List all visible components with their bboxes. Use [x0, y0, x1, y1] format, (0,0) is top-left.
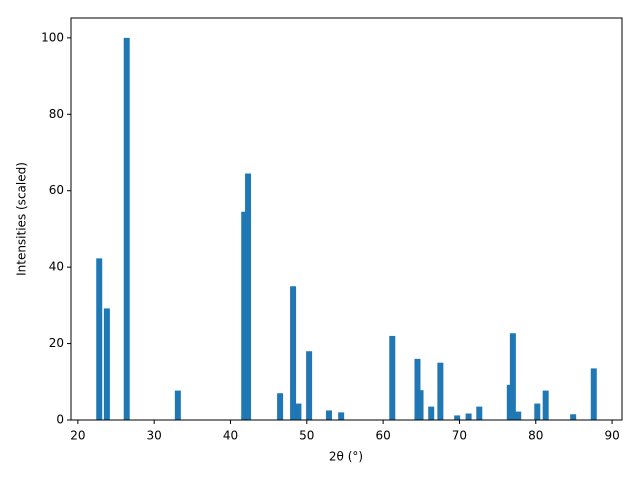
bar [245, 173, 252, 420]
bar [476, 406, 483, 420]
bar [515, 411, 522, 420]
bar [509, 333, 516, 420]
bar [389, 335, 396, 420]
bar [103, 308, 110, 420]
bar [325, 410, 332, 420]
bar [534, 403, 541, 420]
y-axis-label: Intensities (scaled) [15, 162, 29, 276]
bar [417, 390, 424, 420]
x-tick-label: 50 [299, 429, 314, 443]
y-tick-label: 100 [41, 30, 64, 44]
bar [96, 258, 103, 420]
x-tick-label: 80 [528, 429, 543, 443]
bar [414, 358, 421, 420]
bar [437, 362, 444, 420]
y-tick-label: 60 [49, 183, 64, 197]
x-axis-label: 2θ (°) [329, 450, 363, 464]
x-tick-label: 30 [147, 429, 162, 443]
bar [465, 413, 472, 420]
bar [277, 393, 284, 420]
bar [506, 384, 513, 420]
x-tick-label: 70 [452, 429, 467, 443]
bar [338, 412, 345, 420]
bar [290, 286, 297, 420]
x-tick-label: 20 [70, 429, 85, 443]
x-tick-label: 60 [375, 429, 390, 443]
y-tick-label: 20 [49, 336, 64, 350]
x-tick-label: 40 [223, 429, 238, 443]
bar [570, 414, 577, 420]
x-tick-label: 90 [604, 429, 619, 443]
bar [306, 351, 313, 420]
y-tick-label: 80 [49, 107, 64, 121]
bar [454, 415, 461, 420]
bar [174, 390, 181, 420]
bar [241, 211, 248, 420]
bar [542, 390, 549, 420]
y-tick-label: 40 [49, 260, 64, 274]
bar [590, 368, 597, 420]
bar [123, 37, 130, 420]
bar [295, 403, 302, 420]
bar [428, 406, 435, 420]
plot-frame [70, 17, 623, 421]
y-tick-label: 0 [56, 413, 64, 427]
